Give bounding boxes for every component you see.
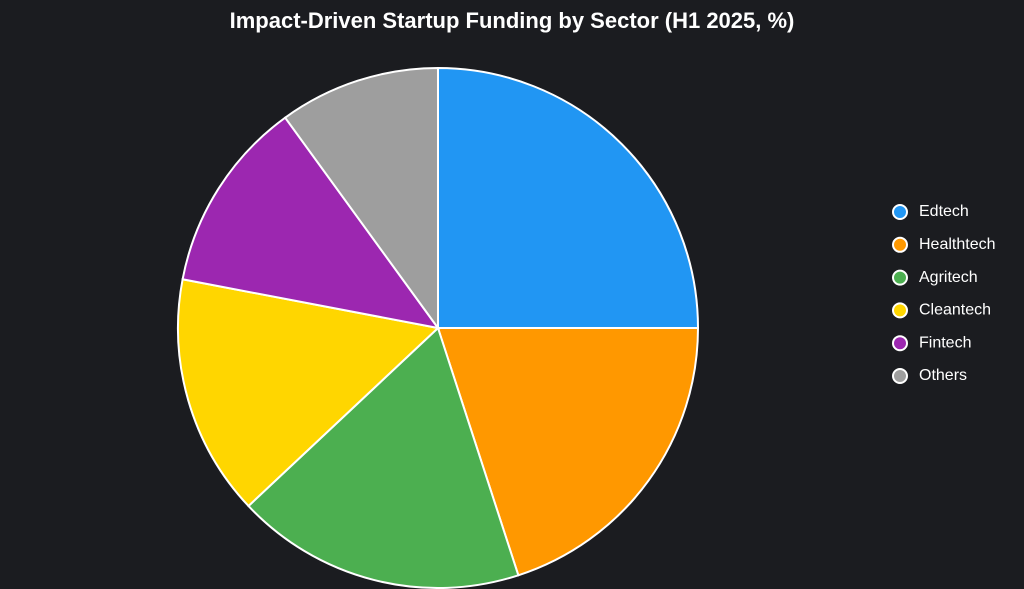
legend-label: Agritech [919,269,978,286]
legend-label: Others [919,367,967,384]
legend-label: Healthtech [919,236,996,253]
legend-marker [892,204,908,220]
legend-marker [892,236,908,253]
legend-label: Edtech [919,203,969,220]
legend-marker [892,335,908,352]
pie-slice [177,278,441,508]
legend-marker [892,302,908,319]
legend-label: Fintech [919,334,971,351]
legend-marker [892,269,908,286]
pie-slice [247,326,520,589]
pie-slice [283,66,439,332]
legend-marker [892,368,908,384]
pie-slice [181,116,441,330]
pie-slice [436,327,700,577]
legend-label: Cleantech [919,302,991,319]
chart-title: Impact-Driven Startup Funding by Sector … [230,8,795,33]
pie-slice [437,66,700,329]
